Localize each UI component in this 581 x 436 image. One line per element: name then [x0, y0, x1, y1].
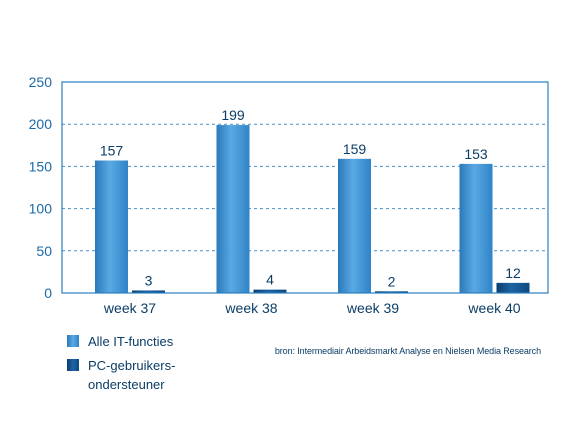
data-label-series-2-3: 2: [388, 273, 396, 289]
y-tick-label-50: 50: [36, 243, 52, 259]
bar-series-2-4: [496, 282, 530, 293]
legend-item-series-2: PC-gebruikers- ondersteuner: [67, 356, 208, 394]
y-tick-label-100: 100: [29, 201, 53, 217]
labels: 0 50 100 150 200 250 157 3 week 37 199 4 week 38 159…: [29, 74, 521, 316]
legend-label-series-1: Alle IT-functies: [88, 334, 174, 349]
bar-series-1-1: [95, 160, 128, 293]
legend-item-series-1: Alle IT-functies: [67, 332, 208, 351]
y-tick-label-0: 0: [44, 285, 52, 301]
bar-series-2-3: [375, 291, 408, 293]
bar-series-2-1: [132, 290, 165, 293]
legend-swatch-series-2: [67, 359, 79, 371]
x-tick-label-2: week 38: [224, 300, 277, 316]
x-tick-label-1: week 37: [103, 300, 156, 316]
legend-label-series-2: PC-gebruikers- ondersteuner: [88, 358, 176, 392]
bar-series-1-3: [338, 158, 371, 293]
data-label-series-1-3: 159: [343, 141, 367, 157]
data-label-series-2-4: 12: [505, 265, 521, 281]
data-label-series-1-1: 157: [100, 142, 124, 158]
legend: Alle IT-functies PC-gebruikers- onderste…: [67, 332, 208, 399]
data-label-series-2-2: 4: [266, 272, 274, 288]
plot-frame: [61, 81, 549, 294]
x-tick-label-4: week 40: [467, 300, 520, 316]
y-tick-label-150: 150: [29, 158, 53, 174]
bar-series-1-2: [216, 125, 250, 293]
data-label-series-1-4: 153: [464, 146, 488, 162]
x-tick-label-3: week 39: [346, 300, 399, 316]
bar-series-1-4: [459, 163, 493, 293]
y-tick-label-200: 200: [29, 116, 53, 132]
y-tick-label-250: 250: [29, 74, 53, 90]
data-label-series-2-1: 3: [145, 272, 153, 288]
axes: [61, 81, 549, 294]
data-label-series-1-2: 199: [221, 107, 245, 123]
gridlines: [62, 123, 548, 252]
bars: [95, 125, 530, 293]
bar-series-2-2: [253, 289, 287, 293]
source-note: bron: Intermediair Arbeidsmarkt Analyse …: [274, 346, 541, 356]
legend-swatch-series-1: [67, 335, 79, 347]
